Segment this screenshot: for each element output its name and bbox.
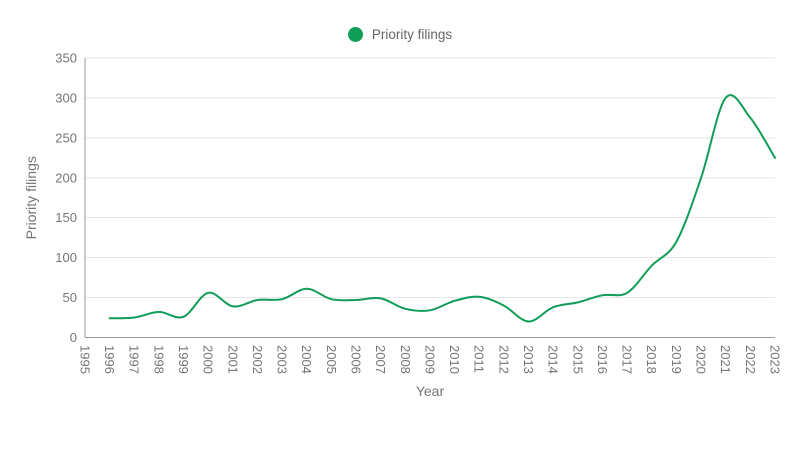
x-tick-label: 2006 — [349, 345, 364, 374]
series-line-priority-filings[interactable] — [108, 94, 776, 323]
x-tick-label: 2008 — [398, 345, 413, 374]
y-tick-label: 0 — [70, 330, 77, 345]
x-tick-label: 2023 — [767, 345, 782, 374]
x-tick-label: 2018 — [644, 345, 659, 374]
x-tick-label: 2012 — [496, 345, 511, 374]
y-tick-label: 100 — [55, 250, 77, 265]
x-tick-label: 2007 — [373, 345, 388, 374]
axes-group — [84, 58, 775, 338]
x-tick-label: 2020 — [694, 345, 709, 374]
x-tick-label: 2021 — [718, 345, 733, 374]
x-tick-label: 2017 — [620, 345, 635, 374]
y-tick-label: 250 — [55, 130, 77, 145]
x-tick-label: 1996 — [102, 345, 117, 374]
y-tick-label: 150 — [55, 210, 77, 225]
x-tick-label: 2003 — [275, 345, 290, 374]
x-tick-label: 2015 — [570, 345, 585, 374]
x-tick-label: 2002 — [250, 345, 265, 374]
x-tick-label: 1999 — [176, 345, 191, 374]
x-tick-label: 2022 — [743, 345, 758, 374]
y-tick-label: 200 — [55, 170, 77, 185]
x-tick-label: 2011 — [472, 345, 487, 373]
x-tick-label: 1997 — [127, 345, 142, 374]
gridlines-group — [85, 57, 775, 299]
x-tick-label: 1998 — [151, 345, 166, 374]
legend-label: Priority filings — [371, 27, 453, 42]
x-tick-label: 2016 — [595, 345, 610, 374]
y-tick-label: 350 — [55, 51, 77, 66]
x-tick-label: 2009 — [422, 345, 437, 374]
x-tick-label: 2010 — [447, 345, 462, 374]
x-tick-label: 2005 — [324, 345, 339, 374]
tick-labels-group: 0 50 100 150 200 250 300 350 1995 1996 1997 1998 199… — [55, 51, 782, 374]
y-tick-label: 300 — [55, 90, 77, 105]
x-tick-label: 2019 — [669, 345, 684, 374]
plot-area[interactable] — [85, 58, 775, 338]
y-axis-title: Priority filings — [23, 156, 39, 239]
y-tick-label: 50 — [63, 290, 77, 305]
x-tick-label: 2001 — [225, 345, 240, 374]
x-tick-label: 1995 — [77, 345, 92, 374]
x-axis-title: Year — [416, 383, 445, 399]
x-tick-label: 2014 — [546, 345, 561, 374]
x-tick-label: 2000 — [201, 345, 216, 374]
x-tick-label: 2013 — [521, 345, 536, 374]
legend-item-priority-filings[interactable]: Priority filings — [0, 27, 800, 42]
x-tick-label: 2004 — [299, 345, 314, 374]
legend-marker-icon — [347, 27, 363, 42]
